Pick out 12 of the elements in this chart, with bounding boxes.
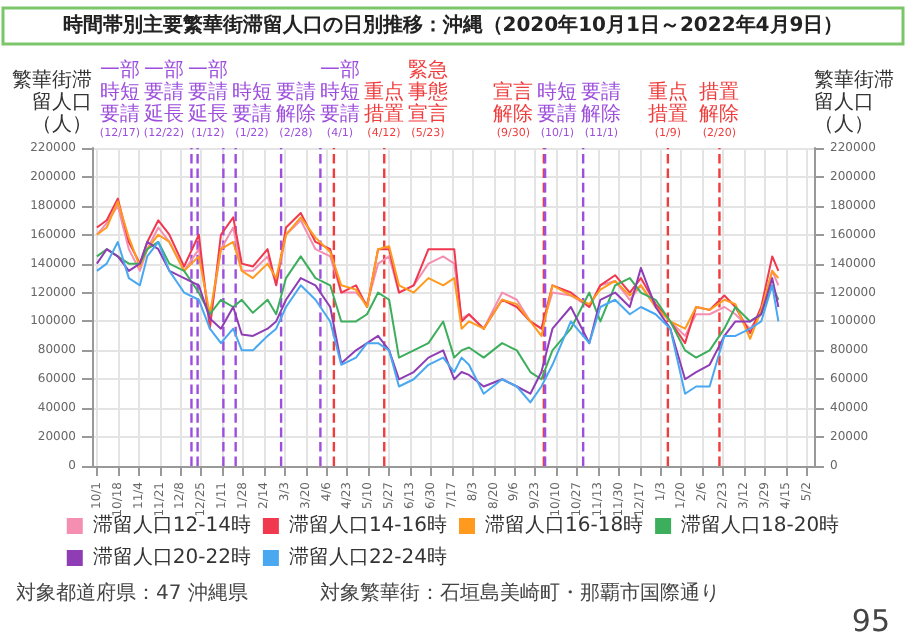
- legend-label: 滞留人口18-20時: [681, 513, 840, 537]
- y2-axis-title: 繁華街滞留人口（人）: [814, 68, 894, 136]
- legend-label: 滞留人口22-24時: [288, 545, 448, 569]
- legend-label: 滞留人口14-16時: [288, 513, 448, 537]
- y-axis-title: 繁華街滞留人口（人）: [12, 68, 92, 136]
- legend-label: 滞留人口16-18時: [485, 513, 644, 537]
- chart-title: 時間帯別主要繁華街滞留人口の日別推移：沖縄（2020年10月1日～2022年4月9日）: [62, 13, 844, 37]
- legend-label: 滞留人口12-14時: [92, 513, 251, 537]
- text: 対象都道府県：47 沖縄県: [16, 581, 248, 605]
- legend-label: 滞留人口20-22時: [92, 545, 251, 569]
- text: 対象繁華街：石垣島美崎町・那覇市国際通り: [320, 581, 720, 605]
- text: 95: [851, 603, 891, 639]
